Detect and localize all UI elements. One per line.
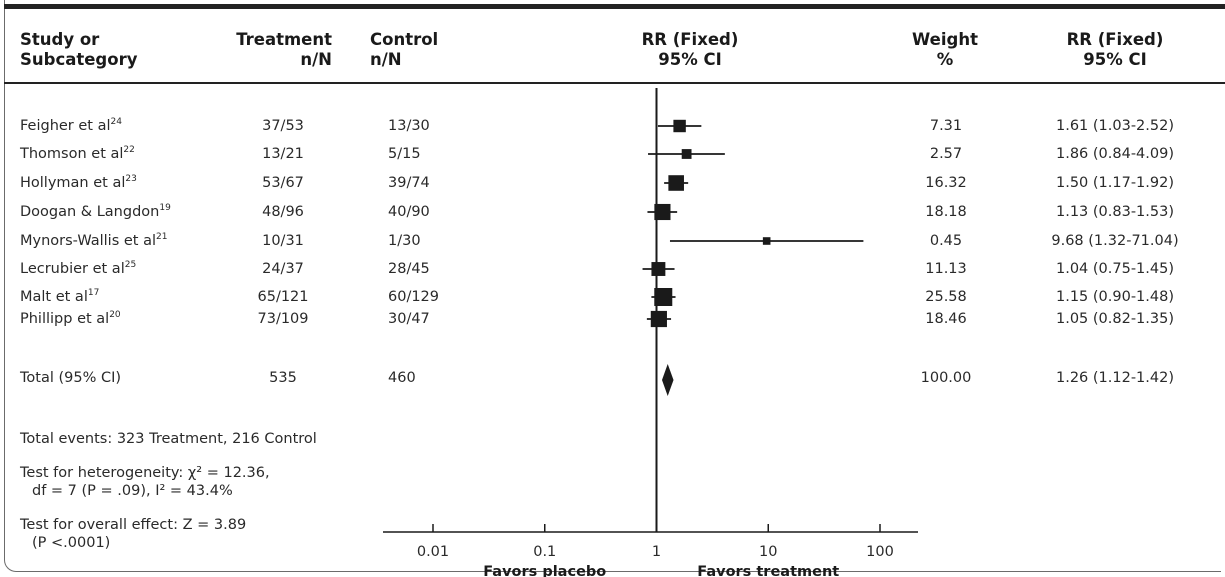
weight-total: 100.00: [920, 370, 972, 386]
study-name: Mynors-Wallis et al21: [20, 232, 168, 250]
control-total: 460: [388, 370, 416, 386]
treatment-cell: 73/109: [257, 311, 309, 327]
control-cell: 5/15: [388, 146, 421, 162]
figure-frame: [4, 0, 1221, 572]
control-cell: 39/74: [388, 175, 430, 191]
control-cell: 40/90: [388, 204, 430, 220]
weight-cell: 11.13: [925, 261, 967, 277]
study-name: Feigher et al24: [20, 117, 122, 135]
treatment-cell: 53/67: [262, 175, 304, 191]
overall-effect-note: Test for overall effect: Z = 3.89 (P <.0…: [20, 517, 247, 551]
weight-cell: 18.18: [925, 204, 967, 220]
study-name: Phillipp et al20: [20, 310, 121, 328]
total-label: Total (95% CI): [20, 370, 122, 386]
weight-cell: 25.58: [925, 289, 967, 305]
header-rr-text: RR (Fixed) 95% CI: [1066, 30, 1164, 69]
control-cell: 13/30: [388, 118, 430, 134]
study-name: Malt et al17: [20, 288, 100, 306]
rr-text-total: 1.26 (1.12-1.42): [1055, 370, 1175, 386]
weight-cell: 7.31: [929, 118, 963, 134]
weight-cell: 0.45: [929, 233, 963, 249]
header-study: Study or Subcategory: [20, 30, 138, 69]
weight-cell: 18.46: [925, 311, 967, 327]
control-cell: 30/47: [388, 311, 430, 327]
treatment-cell: 65/121: [257, 289, 309, 305]
top-rule: [4, 4, 1225, 9]
treatment-cell: 37/53: [262, 118, 304, 134]
header-control: Control n/N: [370, 30, 439, 69]
treatment-cell: 48/96: [262, 204, 304, 220]
treatment-cell: 10/31: [262, 233, 304, 249]
study-name: Lecrubier et al25: [20, 260, 137, 278]
rr-text-cell: 1.04 (0.75-1.45): [1055, 261, 1175, 277]
rr-text-cell: 1.50 (1.17-1.92): [1055, 175, 1175, 191]
rr-text-cell: 1.15 (0.90-1.48): [1055, 289, 1175, 305]
header-treatment: Treatment n/N: [236, 30, 332, 69]
study-name: Thomson et al22: [20, 145, 135, 163]
study-name: Hollyman et al23: [20, 174, 137, 192]
rr-text-cell: 1.05 (0.82-1.35): [1055, 311, 1175, 327]
header-rule: [4, 82, 1225, 84]
treatment-cell: 13/21: [262, 146, 304, 162]
rr-text-cell: 1.13 (0.83-1.53): [1055, 204, 1175, 220]
weight-cell: 16.32: [925, 175, 967, 191]
rr-text-cell: 1.61 (1.03-2.52): [1055, 118, 1175, 134]
rr-text-cell: 1.86 (0.84-4.09): [1055, 146, 1175, 162]
control-cell: 60/129: [388, 289, 440, 305]
header-rr-plot: RR (Fixed) 95% CI: [641, 30, 739, 69]
header-weight: Weight%: [912, 30, 978, 69]
total-events-note: Total events: 323 Treatment, 216 Control: [20, 431, 317, 447]
study-name: Doogan & Langdon19: [20, 203, 171, 221]
heterogeneity-note: Test for heterogeneity: χ² = 12.36, df =…: [20, 465, 270, 499]
treatment-cell: 24/37: [262, 261, 304, 277]
treatment-total: 535: [269, 370, 297, 386]
control-cell: 1/30: [388, 233, 421, 249]
rr-text-cell: 9.68 (1.32-71.04): [1051, 233, 1179, 249]
control-cell: 28/45: [388, 261, 430, 277]
weight-cell: 2.57: [929, 146, 963, 162]
